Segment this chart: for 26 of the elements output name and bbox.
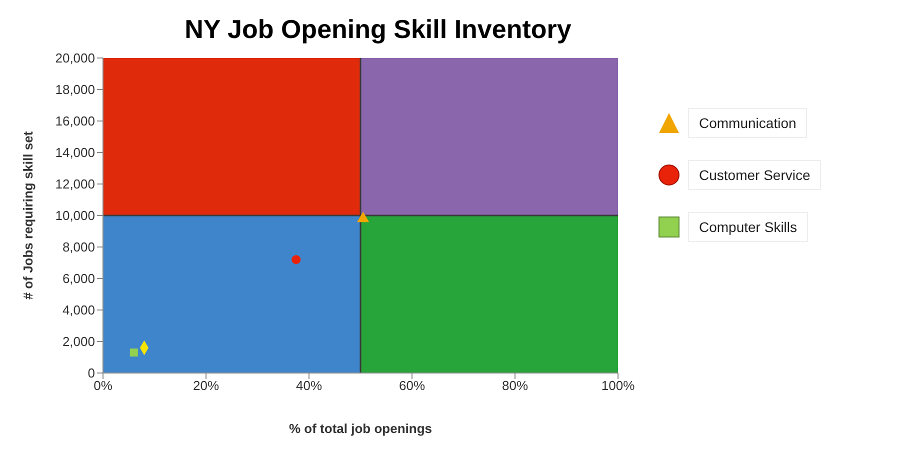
y-tick-label: 10,000 — [55, 208, 95, 224]
y-tick-label: 20,000 — [55, 50, 95, 66]
x-tick-label: 0% — [94, 378, 113, 394]
x-tick-label: 100% — [601, 378, 636, 394]
y-tick-label: 8,000 — [62, 240, 95, 255]
x-tick-label: 40% — [296, 378, 322, 394]
y-tick-label: 18,000 — [55, 82, 95, 98]
x-tick-label: 20% — [192, 378, 220, 394]
text: Customer Service — [688, 160, 822, 190]
y-tick-label: 6,000 — [62, 271, 95, 286]
chart-title: NY Job Opening Skill Inventory — [184, 14, 572, 45]
y-tick-label: 14,000 — [55, 145, 95, 160]
x-tick-label: 80% — [502, 378, 528, 394]
y-tick-label: 2,000 — [62, 334, 95, 350]
y-tick-label: 4,000 — [62, 302, 95, 318]
point — [292, 255, 301, 264]
point — [130, 348, 138, 357]
x-axis-title: % of total job openings — [289, 421, 432, 436]
y-tick-label: 0 — [88, 366, 95, 381]
y-tick-label: 16,000 — [55, 114, 95, 129]
y-axis-title: # of Jobs requiring skill set — [20, 130, 36, 300]
x-tick-label: 60% — [398, 378, 426, 394]
legend-label: Computer Skills — [688, 212, 808, 242]
legend-label: Communication — [688, 108, 808, 138]
y-tick-label: 12,000 — [55, 176, 95, 192]
point — [356, 212, 370, 222]
